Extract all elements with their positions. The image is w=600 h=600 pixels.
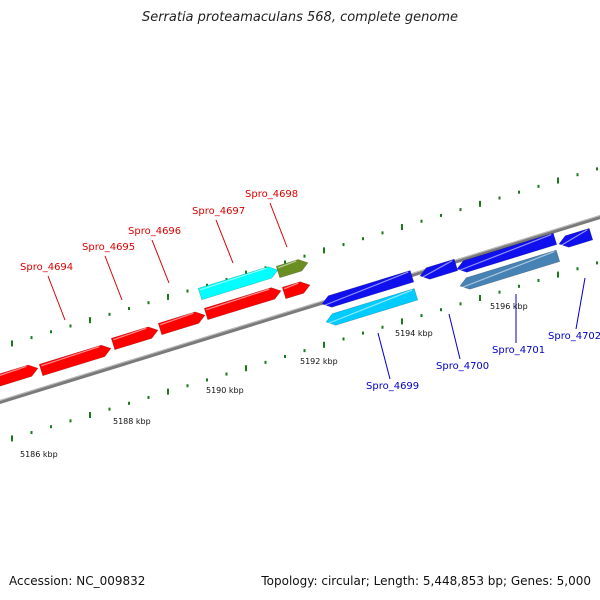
axis-label: 5192 kbp [300, 357, 338, 366]
label-leader-line [47, 275, 66, 321]
gene-spro-4699 [321, 270, 415, 308]
gene-label: Spro_4698 [245, 189, 298, 200]
label-leader-line [269, 202, 288, 248]
gene-spro-4701-part [459, 249, 561, 290]
topology-label: Topology: circular; Length: 5,448,853 bp… [261, 574, 591, 588]
axis-ticks-lower [11, 261, 598, 442]
axis-label: 5190 kbp [206, 386, 244, 395]
axis-label: 5194 kbp [395, 329, 433, 338]
genome-backbone [0, 214, 600, 405]
gene-label: Spro_4701 [492, 345, 545, 356]
label-leader-line [448, 313, 461, 360]
label-leader-line [377, 332, 391, 380]
gene-spro-4696 [203, 287, 282, 321]
gene-label-leaders [47, 202, 586, 380]
gene-spro-4700 [419, 258, 459, 280]
gene-labels: Spro_4694Spro_4695Spro_4696Spro_4697Spro… [20, 189, 600, 392]
gene-spro-4695 [157, 311, 206, 336]
gene-forward [38, 344, 112, 377]
gene-spro-4699-part [325, 288, 419, 326]
axis-label: 5196 kbp [490, 302, 528, 311]
gene-spro-4694 [110, 326, 159, 351]
gene-spro-4697 [197, 266, 279, 301]
axis-label: 5186 kbp [20, 450, 58, 459]
label-leader-line [215, 219, 234, 264]
gene-label: Spro_4697 [192, 206, 245, 217]
gene-label: Spro_4694 [20, 262, 73, 273]
gene-forward [0, 364, 39, 387]
label-leader-line [575, 277, 586, 330]
gene-label: Spro_4696 [128, 226, 181, 237]
accession-label: Accession: NC_009832 [9, 574, 146, 588]
gene-spro-4698 [275, 259, 309, 279]
map-title: Serratia proteamaculans 568, complete ge… [141, 10, 459, 25]
gene-spro-4702 [558, 228, 594, 248]
topology-summary: Topology: circular; Length: 5,448,853 bp… [261, 574, 591, 588]
gene-label: Spro_4700 [436, 361, 489, 372]
axis-labels: 5186 kbp 5188 kbp 5190 kbp 5192 kbp 5194 kbp… [20, 302, 528, 459]
label-leader-line [151, 239, 170, 284]
axis-label: 5188 kbp [113, 417, 151, 426]
gene-label: Spro_4699 [366, 381, 419, 392]
gene-label: Spro_4702 [548, 331, 600, 342]
gene-spro-4701 [456, 232, 558, 273]
gene-track [0, 228, 594, 387]
gene-spro-4697-part [281, 281, 311, 300]
gene-label: Spro_4695 [82, 242, 135, 253]
label-leader-line [104, 255, 123, 301]
